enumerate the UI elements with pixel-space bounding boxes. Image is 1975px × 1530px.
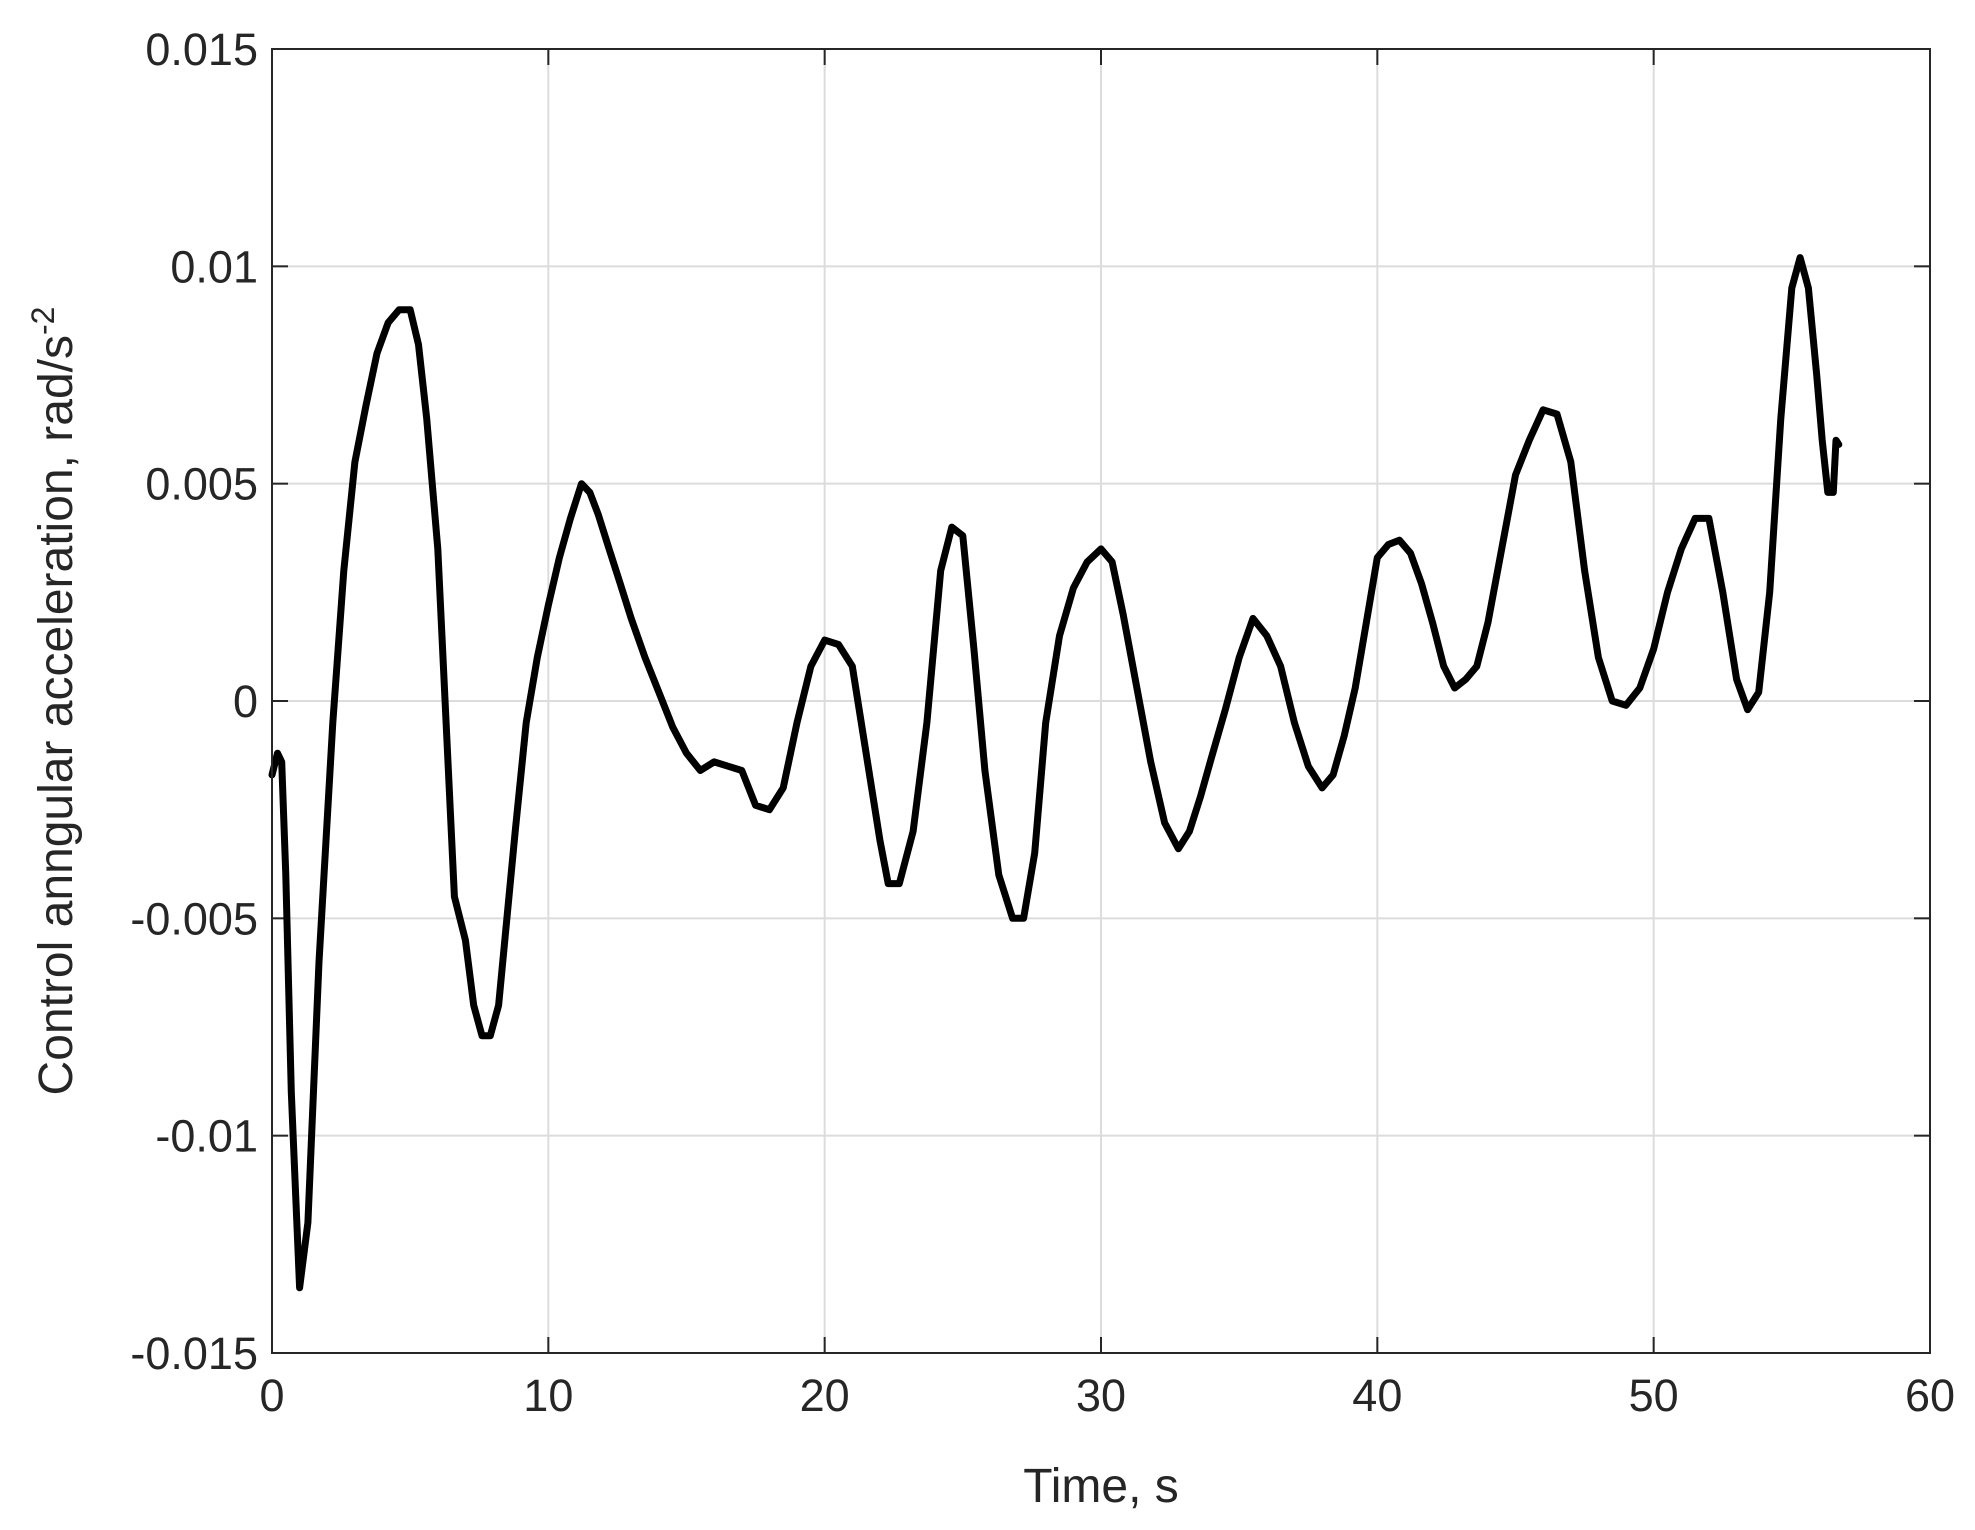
x-tick-label: 20: [800, 1370, 850, 1421]
y-axis-label-main: Control anngular acceleration, rad/s: [30, 335, 83, 1095]
y-axis-label: Control anngular acceleration, rad/s-2: [25, 307, 83, 1096]
x-tick-label: 60: [1905, 1370, 1955, 1421]
y-tick-label: 0: [233, 676, 258, 727]
x-tick-label: 40: [1352, 1370, 1402, 1421]
x-axis-label: Time, s: [1023, 1460, 1179, 1513]
y-tick-label: 0.01: [170, 241, 258, 292]
x-tick-label: 10: [523, 1370, 573, 1421]
x-tick-label: 50: [1629, 1370, 1679, 1421]
series-line: [268, 254, 1843, 1292]
y-tick-label: -0.005: [130, 893, 258, 944]
y-axis-label-superscript: -2: [25, 307, 61, 335]
y-tick-labels: -0.015 -0.01 -0.005 0 0.005 0.01 0.015: [130, 24, 258, 1379]
y-tick-label: 0.015: [145, 24, 258, 75]
x-tick-labels: 0 10 20 30 40 50 60: [259, 1370, 1955, 1421]
y-tick-label: -0.01: [155, 1111, 258, 1162]
y-tick-label: 0.005: [145, 459, 258, 510]
plot-frame: [271, 48, 1931, 1354]
x-tick-label: 0: [259, 1370, 284, 1421]
y-tick-label: -0.015: [130, 1328, 258, 1379]
x-tick-label: 30: [1076, 1370, 1126, 1421]
